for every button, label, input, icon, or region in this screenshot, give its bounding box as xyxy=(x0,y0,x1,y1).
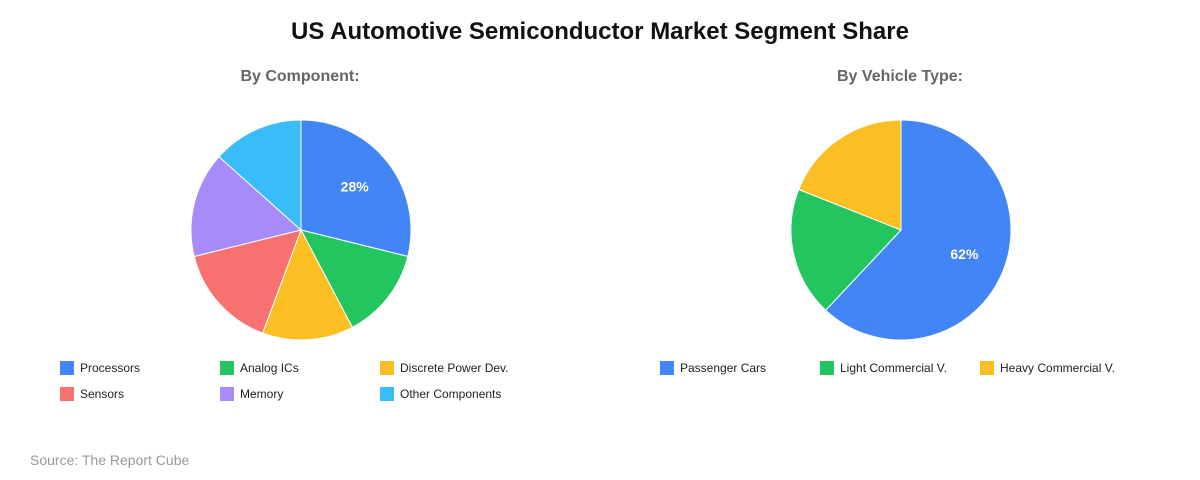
pie-slice-sensors xyxy=(193,229,302,334)
legend-label: Light Commercial V. xyxy=(840,361,947,375)
legend-label: Other Components xyxy=(400,387,502,401)
pie-slice-analog-ics xyxy=(300,229,409,328)
legend-label: Passenger Cars xyxy=(680,361,767,375)
vehicle-chart-subtitle: By Vehicle Type: xyxy=(837,68,963,85)
legend-swatch xyxy=(980,361,994,375)
vehicle-pie-chart: 62% xyxy=(790,119,1012,341)
legend-item-discrete-power-dev: Discrete Power Dev. xyxy=(380,360,550,376)
slice-label-processors: 28% xyxy=(341,179,370,195)
legend-item-memory: Memory xyxy=(220,386,380,402)
source-note: Source: The Report Cube xyxy=(30,452,190,468)
legend-label: Heavy Commercial V. xyxy=(1000,361,1115,375)
component-chart-subtitle: By Component: xyxy=(240,68,360,85)
legend-item-light-commercial-v: Light Commercial V. xyxy=(820,360,980,376)
legend-label: Discrete Power Dev. xyxy=(400,361,509,375)
legend-item-analog-ics: Analog ICs xyxy=(220,360,380,376)
legend-swatch xyxy=(60,361,74,375)
chart-title: US Automotive Semiconductor Market Segme… xyxy=(291,18,909,45)
pie-slice-passenger-cars xyxy=(824,119,1012,341)
legend-label: Analog ICs xyxy=(240,361,299,375)
legend-swatch xyxy=(220,361,234,375)
pie-slice-other-components xyxy=(218,119,302,232)
legend-item-passenger-cars: Passenger Cars xyxy=(660,360,820,376)
legend-label: Memory xyxy=(240,387,284,401)
legend-label: Sensors xyxy=(80,387,125,401)
component-pie-chart: 28% xyxy=(190,119,412,341)
legend-swatch xyxy=(380,361,394,375)
legend-swatch xyxy=(220,387,234,401)
legend-item-heavy-commercial-v: Heavy Commercial V. xyxy=(980,360,1150,376)
legend-swatch xyxy=(820,361,834,375)
vehicle-legend: Passenger Cars Light Commercial V. Heavy C… xyxy=(660,360,1150,376)
slice-label-passenger-cars: 62% xyxy=(950,246,979,262)
pie-slice-memory xyxy=(190,156,303,258)
legend-label: Processors xyxy=(80,361,141,375)
legend-swatch xyxy=(660,361,674,375)
legend-swatch xyxy=(60,387,74,401)
pie-slice-light-commercial-v xyxy=(790,188,902,311)
pie-slice-discrete-power-dev xyxy=(261,228,354,341)
legend-item-sensors: Sensors xyxy=(60,386,220,402)
legend-item-other-components: Other Components xyxy=(380,386,550,402)
pie-slice-heavy-commercial-v xyxy=(798,119,902,231)
component-legend: Processors Analog ICs Discrete Power Dev. S… xyxy=(60,360,550,402)
legend-swatch xyxy=(380,387,394,401)
legend-item-processors: Processors xyxy=(60,360,220,376)
pie-slice-processors xyxy=(300,119,412,258)
